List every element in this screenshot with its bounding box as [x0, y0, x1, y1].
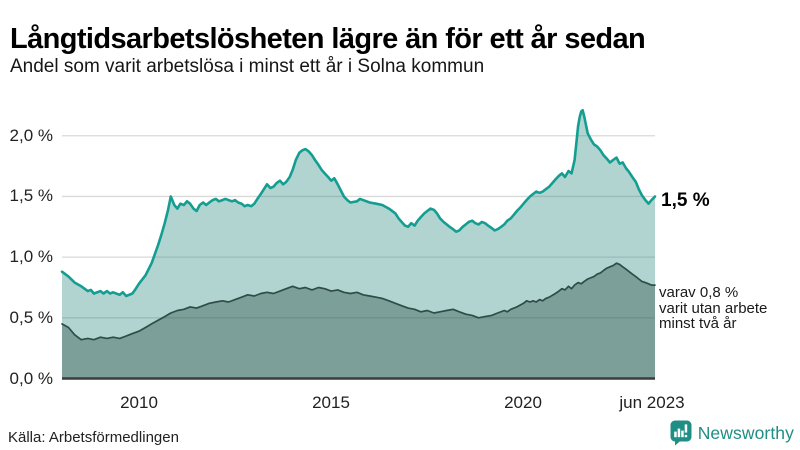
- series-annotation-2yr: varav 0,8 % varit utan arbete minst två …: [659, 285, 767, 332]
- x-axis-tick: jun 2023: [619, 393, 685, 412]
- x-axis-tick: 2015: [312, 393, 350, 412]
- newsworthy-logo: Newsworthy: [670, 420, 794, 446]
- series-line-2yr: [61, 262, 656, 341]
- series-line-1yr: [60, 109, 657, 298]
- y-axis-tick: 1,0 %: [9, 247, 53, 266]
- x-axis-tick: 2020: [504, 393, 542, 412]
- newsworthy-speech-bubble-icon: [670, 420, 692, 446]
- annotation-line: varit utan arbete: [659, 299, 768, 317]
- y-axis-tick: 1,5 %: [9, 186, 53, 205]
- y-axis-tick: 0,0 %: [9, 369, 53, 388]
- series-end-label-1yr: 1,5 %: [661, 190, 710, 211]
- page-title: Långtidsarbetslösheten lägre än för ett …: [10, 23, 646, 56]
- series-area-2yr: [62, 263, 655, 379]
- annotation-line: minst två år: [659, 315, 737, 332]
- x-axis-tick: 2010: [120, 393, 158, 412]
- chart-subtitle: Andel som varit arbetslösa i minst ett å…: [10, 56, 485, 77]
- newsworthy-wordmark: Newsworthy: [697, 422, 794, 443]
- y-axis-tick: 2,0 %: [9, 126, 53, 145]
- annotation-line: varav 0,8 %: [659, 284, 739, 301]
- y-axis-tick: 0,5 %: [9, 308, 53, 327]
- source-credit: Källa: Arbetsförmedlingen: [8, 429, 179, 446]
